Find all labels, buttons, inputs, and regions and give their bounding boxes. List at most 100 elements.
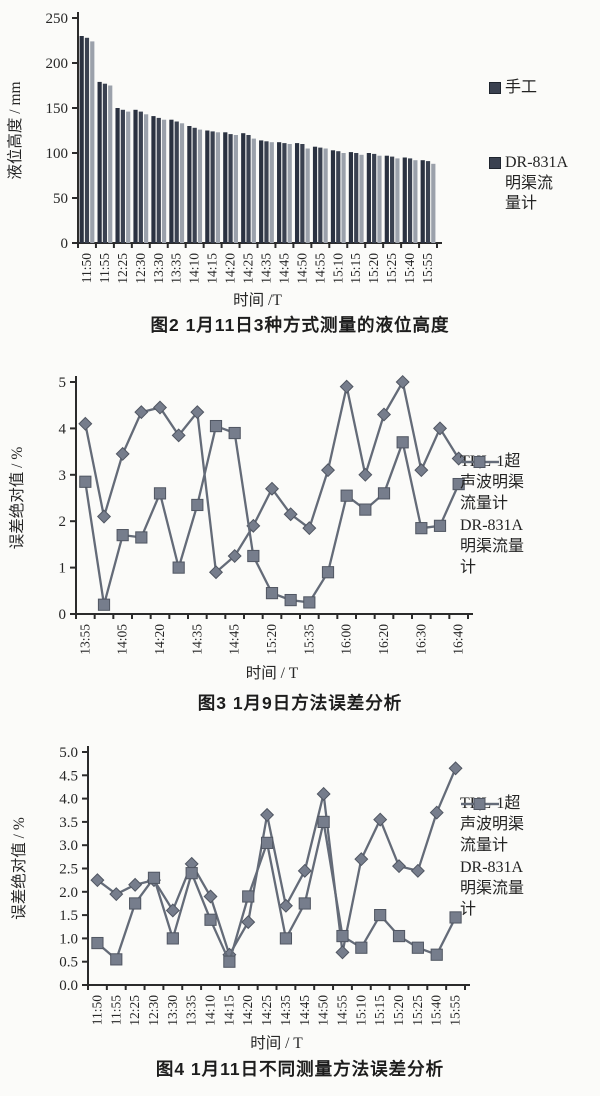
square-marker xyxy=(247,549,260,563)
y-tick-label: 50 xyxy=(53,191,68,207)
bar xyxy=(251,138,256,243)
bar xyxy=(156,117,161,243)
square-marker xyxy=(377,487,391,500)
bar xyxy=(341,153,346,243)
series-line xyxy=(84,424,460,605)
diamond-marker xyxy=(451,451,466,466)
y-tick-label: 4 xyxy=(59,421,67,437)
y-tick-label: 150 xyxy=(46,101,69,117)
diamond-marker xyxy=(134,405,149,420)
diamond-marker xyxy=(165,903,180,918)
x-tick-label: 16:20 xyxy=(376,624,391,655)
x-tick-label: 13:55 xyxy=(77,624,92,655)
x-tick-label: 12:30 xyxy=(133,253,148,284)
figure-3-legend: TKL-1超 声波明渠 流量计 DR-831A 明渠流量 计 xyxy=(460,452,596,579)
diamond-marker xyxy=(358,467,373,482)
y-tick-label: 100 xyxy=(46,146,69,162)
y-axis-title: 误差绝对值 / % xyxy=(10,817,28,920)
bar xyxy=(187,126,192,243)
diamond-marker xyxy=(448,761,463,776)
diamond-marker xyxy=(278,898,293,913)
diamond-marker xyxy=(354,852,369,867)
x-tick-label: 14:35 xyxy=(189,624,204,655)
y-tick-label: 0 xyxy=(59,607,67,623)
bar xyxy=(120,109,125,243)
bar xyxy=(348,152,354,243)
y-tick-label: 3.0 xyxy=(59,838,78,854)
x-tick-label: 14:25 xyxy=(259,995,274,1026)
legend-square-line-marker-icon xyxy=(461,456,499,468)
bar xyxy=(336,151,341,243)
x-tick-label: 11:55 xyxy=(108,995,123,1025)
x-tick-label: 15:40 xyxy=(402,253,417,284)
x-tick-label: 11:50 xyxy=(79,253,94,283)
diamond-marker xyxy=(320,463,336,478)
legend-item-dr831a: DR-831A 明渠流量 计 xyxy=(460,456,596,578)
bar xyxy=(420,160,425,243)
square-marker xyxy=(396,436,409,449)
square-marker xyxy=(449,911,462,924)
x-tick-label: 16:30 xyxy=(413,624,428,655)
square-marker xyxy=(392,929,406,943)
square-marker xyxy=(336,929,349,943)
diamond-marker xyxy=(115,446,130,461)
bar xyxy=(330,150,336,243)
bar xyxy=(377,155,382,243)
bar xyxy=(246,135,251,243)
bar xyxy=(359,154,364,243)
bar xyxy=(264,141,269,243)
x-tick-label: 14:45 xyxy=(276,253,291,284)
square-marker xyxy=(260,836,274,849)
legend-label: 手工 xyxy=(505,79,538,96)
series-line xyxy=(96,767,457,958)
error-analysis-jan11-line-chart: 0.0 0.5 1.0 1.5 2.0 2.5 3.0 3.5 4.0 4.5 5.0 误差绝对值 /… xyxy=(10,745,470,1052)
y-tick-label: 1.5 xyxy=(59,908,78,924)
bar xyxy=(300,144,305,243)
bar xyxy=(115,108,120,243)
square-marker xyxy=(185,867,198,880)
square-marker xyxy=(228,426,241,440)
x-tick-label: 15:20 xyxy=(366,253,381,284)
diamond-marker xyxy=(335,945,350,960)
x-tick-label: 15:15 xyxy=(348,253,363,284)
y-tick-label: 200 xyxy=(46,56,69,72)
bar xyxy=(431,163,436,243)
y-tick-label: 2 xyxy=(59,514,67,530)
bar xyxy=(259,140,264,243)
square-marker xyxy=(411,941,424,954)
x-tick-label: 11:50 xyxy=(89,995,104,1025)
square-marker xyxy=(284,593,297,607)
bar xyxy=(233,135,238,243)
x-axis-title: 时间 / T xyxy=(250,1034,303,1052)
figure-2-caption: 图2 1月11日3种方式测量的液位高度 xyxy=(150,315,450,335)
diamond-marker xyxy=(96,509,112,524)
figure-3-line-chart: 0 1 2 3 4 5 误差绝对值 / % 时间 / T 13:55 14:05 14:20 14:3… xyxy=(0,360,600,732)
square-marker xyxy=(147,871,161,884)
legend-item-manual: 手工 xyxy=(489,78,600,99)
x-tick-label: 14:50 xyxy=(316,995,331,1026)
x-tick-label: 15:20 xyxy=(391,995,406,1026)
bar xyxy=(133,109,138,243)
y-tick-label: 250 xyxy=(46,11,69,27)
square-marker xyxy=(116,529,129,542)
x-tick-label: 13:35 xyxy=(169,253,184,284)
diamond-marker xyxy=(316,786,331,801)
square-marker xyxy=(97,598,111,611)
bar xyxy=(228,134,233,243)
bar xyxy=(90,41,95,244)
diamond-marker xyxy=(302,521,317,536)
x-tick-label: 14:15 xyxy=(221,995,236,1026)
legend-square-marker-icon xyxy=(489,82,501,94)
y-tick-label: 0.5 xyxy=(59,955,78,971)
bar xyxy=(294,143,300,243)
y-tick-label: 1.0 xyxy=(59,931,78,947)
diamond-marker xyxy=(395,374,410,390)
x-tick-label: 14:25 xyxy=(241,253,256,284)
bar xyxy=(144,114,149,243)
diamond-marker xyxy=(241,915,256,930)
x-tick-label: 14:20 xyxy=(152,624,167,655)
x-tick-label: 12:25 xyxy=(127,995,142,1026)
error-analysis-jan9-line-chart: 0 1 2 3 4 5 误差绝对值 / % 时间 / T 13:55 14:05 14:20 14:3… xyxy=(8,374,473,682)
